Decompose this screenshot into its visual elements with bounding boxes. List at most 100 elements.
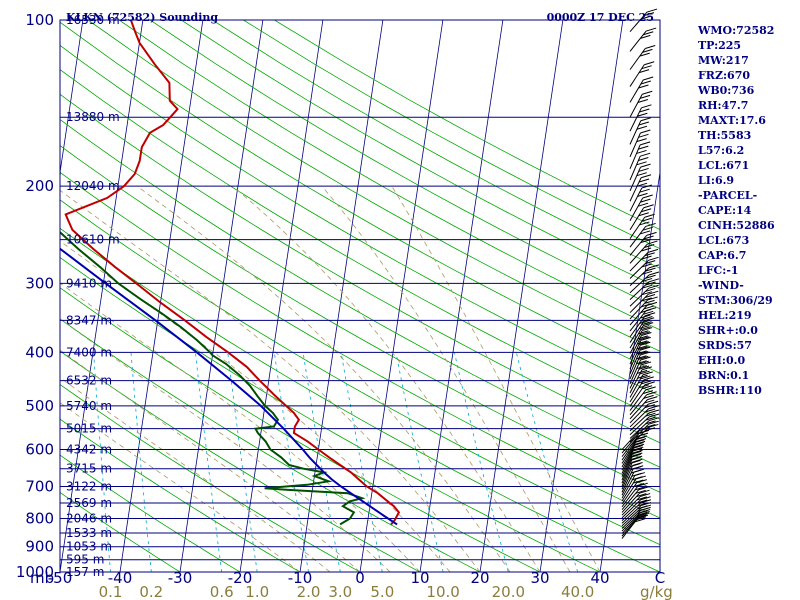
wind-barb-flag [643,76,654,81]
wind-barb-flag [644,427,656,432]
wind-barb-flag [644,299,655,304]
wind-barb-flag [639,52,650,57]
wind-barb-flag [636,355,647,360]
wind-barb-flag [639,370,650,375]
dry-adiabat-line [60,350,421,572]
wind-barb [621,486,649,510]
wind-barb-flag [643,12,655,17]
wind-barb-flag [640,163,651,168]
wind-barb-flag [638,486,649,491]
wind-barb-flag [640,341,651,346]
index-line: TH:5583 [698,129,751,142]
wind-barb-flag [640,314,651,319]
wind-barb [629,290,659,314]
wind-barb-flag [639,511,650,515]
wind-barb-flag [642,194,653,199]
wind-barb-shaft [629,177,642,202]
wind-barb [621,514,649,539]
wind-barb [629,184,652,212]
wind-barb [629,405,659,428]
wind-barb [629,8,658,33]
dry-adiabat-line [60,383,361,572]
temperature-tick-label: 30 [530,569,549,587]
height-label: 7400 m [66,345,112,359]
wind-barb [629,141,651,169]
index-line: EHI:0.0 [698,354,745,367]
wind-barb-flag [643,204,654,209]
wind-barb-shaft [629,107,642,132]
wind-barb-flag [637,499,648,504]
wind-barb-flag [637,482,648,487]
wind-barb [629,174,652,202]
wind-barb [629,278,660,300]
mixing-ratio-label: 20.0 [492,583,525,600]
wind-barb-flag [638,341,649,346]
index-line: L57:6.2 [698,144,744,157]
pressure-tick-label: 800 [25,510,54,528]
mixing-ratio-line [395,352,444,572]
wind-barb-flag [640,34,651,39]
wind-barb-flag [639,188,650,193]
pressure-tick-label: 100 [25,11,54,29]
wind-barb-flag [642,90,653,95]
wind-barb-flag [642,327,653,332]
wind-barb-flag [640,504,652,509]
mixing-ratio-labels: g/kg 0.1 0.2 0.6 1.0 2.0 3.0 5.0 10.0 20.0 40.0 [99,583,673,600]
mixing-ratio-label: 2.0 [297,583,321,600]
temperature-line [64,20,401,526]
wind-barb [629,27,657,52]
wind-barb-flag [648,264,660,269]
wind-barb-flag [644,252,655,257]
wind-barb [621,443,645,471]
wind-barb [629,194,653,221]
wind-barb-flag [647,396,658,401]
wind-barb-flag [636,138,647,143]
wind-barb-flag [638,157,649,161]
wind-barb-flag [645,420,656,425]
dry-adiabat-line [60,145,660,493]
index-line: CINH:52886 [698,219,775,232]
wind-barb-flag [640,129,651,134]
wind-barb-flag [632,444,643,449]
height-label: 12040 m [66,179,120,193]
wind-barb-flag [634,472,645,477]
wind-barb-flag [635,489,646,494]
wind-barb [629,129,651,158]
wind-barb-flag [647,296,658,301]
wind-barb [629,284,659,307]
wind-barb-flag [648,409,660,414]
wind-barb-flag [637,514,649,519]
title-right: 0000Z 17 DEC 25 [547,11,654,24]
wind-barb [629,117,651,145]
wind-barb-flag [647,240,658,245]
wind-barb-flag [642,226,653,231]
wind-barb [629,366,652,394]
wind-barb-flag [637,432,649,437]
wind-barb-flag [633,443,645,448]
wind-barb [629,312,656,338]
isotherm-line [539,20,624,572]
wind-barb [629,361,652,389]
index-line: LCL:673 [698,234,749,247]
wind-barb-flag [632,455,643,460]
wind-barb-flag [645,386,656,391]
x-axis-unit-label: C [655,569,665,587]
wind-barb-flag [633,465,644,470]
height-label: 3122 m [66,479,112,493]
wind-barb-flag [640,375,651,380]
wind-barb [629,76,654,103]
wind-barb-flag [646,301,658,306]
wind-barb-flag [641,297,652,302]
wind-barb-flag [638,429,650,434]
wind-barb-flag [646,27,657,32]
wind-barb-flag [638,145,649,150]
wind-barb-flag [643,317,655,322]
wind-barb-flag [638,512,649,517]
wind-barb-flag [636,479,647,484]
wind-barb [621,496,651,519]
wind-barb-flag [640,509,651,513]
temperature-tick-label: -30 [168,569,193,587]
wind-barb-flag [645,423,656,428]
wind-barb-flag [645,281,656,286]
wind-barb-flag [636,182,648,187]
